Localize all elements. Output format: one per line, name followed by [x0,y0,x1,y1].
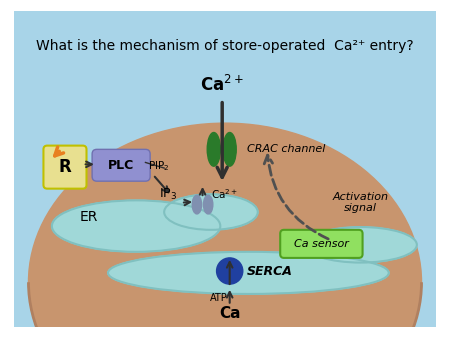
Ellipse shape [223,132,236,166]
Text: Activation
signal: Activation signal [333,192,389,214]
Text: Ca: Ca [219,306,240,321]
Text: Ca sensor: Ca sensor [294,239,349,249]
Circle shape [216,258,243,284]
Text: ER: ER [80,210,99,224]
Ellipse shape [164,194,258,230]
Text: ATP: ATP [210,293,227,304]
Text: Ca$^{2+}$: Ca$^{2+}$ [200,74,244,95]
Text: PLC: PLC [108,159,134,172]
Text: SERCA: SERCA [247,265,292,277]
Text: PIP$_2$: PIP$_2$ [148,159,170,172]
Text: IP$_3$: IP$_3$ [159,187,178,202]
FancyBboxPatch shape [92,149,150,181]
FancyBboxPatch shape [280,230,363,258]
Ellipse shape [108,252,389,294]
Ellipse shape [305,227,417,263]
Text: R: R [58,158,72,176]
Text: Ca$^{2+}$: Ca$^{2+}$ [211,187,238,200]
Text: CRAC channel: CRAC channel [247,144,325,154]
Ellipse shape [28,123,422,338]
Text: What is the mechanism of store-operated  Ca²⁺ entry?: What is the mechanism of store-operated … [36,39,414,53]
Ellipse shape [203,195,213,214]
Ellipse shape [207,132,220,166]
FancyBboxPatch shape [44,146,86,189]
Ellipse shape [192,195,202,214]
Ellipse shape [52,200,220,252]
